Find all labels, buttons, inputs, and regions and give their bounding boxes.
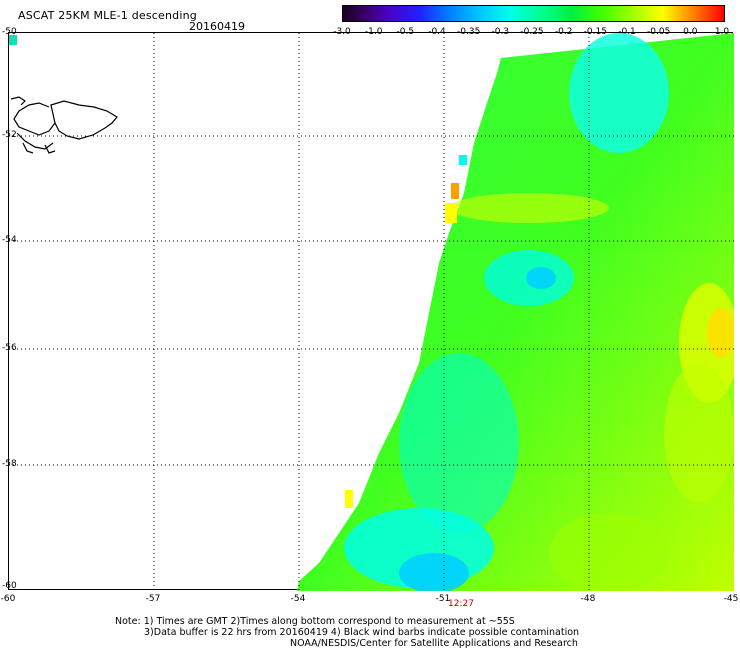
blue-south (399, 553, 469, 593)
graticule (9, 33, 734, 591)
yellow-east-south (664, 363, 734, 503)
note-line-1: Note: 1) Times are GMT 2)Times along bot… (115, 616, 515, 627)
lon-label-60: -60 (0, 594, 16, 604)
colorbar (342, 5, 725, 22)
lon-label-51: -51 (435, 594, 451, 604)
plot-date: 20160419 (189, 20, 245, 33)
yellow-east-core (707, 308, 735, 358)
swath-data (9, 33, 739, 593)
lat-label-50: -50 (2, 27, 17, 37)
lat-label-60: -60 (2, 581, 17, 591)
lon-label-57: -57 (145, 594, 161, 604)
lat-label-56: -56 (2, 343, 17, 353)
cyan-pixel-edge (459, 155, 467, 165)
swath-time-label: 12:27 (448, 599, 474, 609)
lat-label-54: -54 (2, 235, 17, 245)
note-line-3: NOAA/NESDIS/Center for Satellite Applica… (290, 638, 578, 649)
lon-label-54: -54 (290, 594, 306, 604)
map-svg (9, 33, 739, 593)
yellow-pixel-edge (445, 203, 457, 223)
lon-label-48: -48 (580, 594, 596, 604)
yellow-south-east (549, 513, 669, 593)
yellow-pixel-edge-2 (345, 490, 353, 508)
falkland-islands-outline (10, 96, 118, 154)
cyan-center (526, 267, 556, 289)
yellow-band-north (449, 193, 609, 223)
cyan-band (399, 353, 519, 533)
plot-title: ASCAT 25KM MLE-1 descending (18, 9, 197, 22)
note-line-2: 3)Data buffer is 22 hrs from 20160419 4)… (144, 627, 580, 638)
map-area (8, 32, 739, 593)
orange-pixel-1 (451, 183, 459, 199)
lat-label-58: -58 (2, 459, 17, 469)
swath-base (297, 33, 734, 591)
lat-label-52: -52 (2, 130, 17, 140)
lon-label-45: -45 (723, 594, 739, 604)
cyan-region-north (569, 33, 669, 153)
corner-pixel (9, 35, 17, 45)
